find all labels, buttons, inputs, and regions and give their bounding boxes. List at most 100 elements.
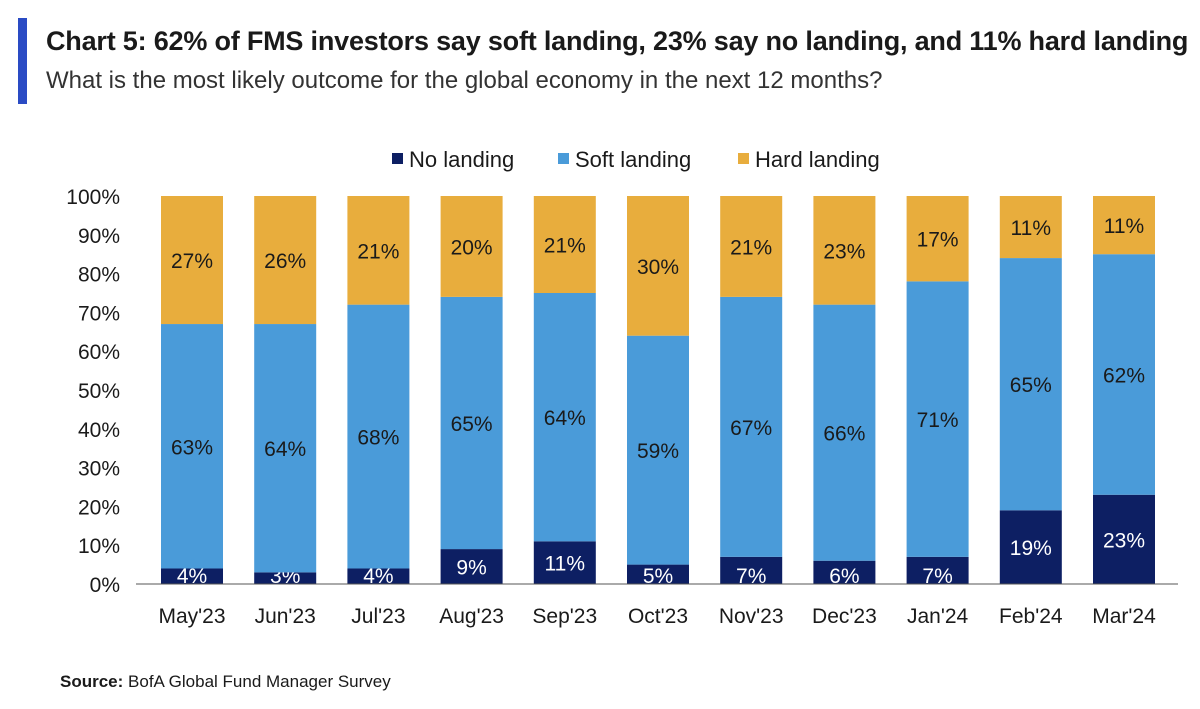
x-tick-label: Dec'23	[812, 605, 877, 628]
data-label: 9%	[456, 557, 486, 580]
bar-segment-hard-landing	[627, 196, 689, 336]
legend-swatch	[558, 153, 569, 164]
data-label: 11%	[1104, 215, 1144, 238]
y-tick-label: 30%	[78, 458, 120, 481]
bar-segment-hard-landing	[161, 196, 223, 325]
data-label: 21%	[730, 236, 772, 259]
data-label: 11%	[545, 553, 585, 576]
y-axis: 0% 10% 20% 30% 40% 50% 60% 70% 80% 90% 100%	[66, 186, 120, 597]
legend-label: No landing	[409, 147, 514, 172]
accent-bar	[18, 18, 27, 104]
y-tick-label: 100%	[66, 186, 120, 209]
y-tick-label: 50%	[78, 380, 120, 403]
bar-segment-hard-landing	[813, 196, 876, 305]
y-tick-label: 90%	[78, 225, 120, 248]
x-tick-label: Jan'24	[907, 605, 969, 628]
y-tick-label: 10%	[78, 535, 120, 558]
y-tick-label: 20%	[78, 496, 120, 519]
bar-segment-hard-landing	[906, 196, 969, 282]
data-label: 62%	[1103, 364, 1145, 387]
data-label: 26%	[264, 250, 306, 273]
source-label: Source:	[60, 672, 124, 691]
data-label: 65%	[451, 413, 493, 436]
data-label: 4%	[363, 565, 393, 588]
bars-group: 4%63%27%3%64%26%4%68%21%9%65%20%11%64%21…	[161, 196, 1155, 588]
bar-segment-hard-landing	[347, 196, 410, 305]
data-label: 30%	[637, 256, 679, 279]
data-label: 64%	[544, 407, 586, 430]
stacked-bar-chart: No landing Soft landing Hard landing 0% 10%…	[66, 147, 1178, 628]
bar-segment-soft-landing	[906, 281, 969, 557]
data-label: 19%	[1010, 537, 1052, 560]
bar-segment-no-landing	[1093, 494, 1155, 584]
x-tick-label: Oct'23	[628, 605, 688, 628]
bar-segment-hard-landing	[533, 196, 596, 293]
bar-segment-hard-landing	[999, 196, 1062, 259]
x-tick-label: Jun'23	[255, 605, 316, 628]
x-tick-label: Aug'23	[439, 605, 504, 628]
y-tick-label: 80%	[78, 264, 120, 287]
data-label: 71%	[917, 409, 959, 432]
x-tick-label: May'23	[158, 605, 225, 628]
bar-segment-no-landing	[161, 568, 223, 584]
x-tick-label: Jul'23	[351, 605, 405, 628]
data-label: 20%	[451, 236, 493, 259]
bar-segment-no-landing	[254, 572, 317, 584]
bar-segment-hard-landing	[1093, 196, 1155, 255]
bar-segment-no-landing	[627, 564, 689, 584]
y-tick-label: 0%	[90, 574, 120, 597]
bar-segment-hard-landing	[254, 196, 317, 325]
x-tick-label: Mar'24	[1092, 605, 1156, 628]
bar-segment-soft-landing	[161, 324, 223, 569]
source-text: BofA Global Fund Manager Survey	[128, 672, 391, 691]
chart-title: Chart 5: 62% of FMS investors say soft l…	[46, 26, 1189, 56]
data-label: 68%	[357, 427, 399, 450]
legend-swatch	[392, 153, 403, 164]
bar-segment-hard-landing	[440, 196, 503, 297]
y-tick-label: 70%	[78, 302, 120, 325]
x-tick-label: Feb'24	[999, 605, 1063, 628]
bar-segment-soft-landing	[999, 258, 1062, 511]
chart-subtitle: What is the most likely outcome for the …	[46, 67, 883, 94]
bar-segment-no-landing	[813, 560, 876, 584]
legend-label: Soft landing	[575, 147, 691, 172]
bar-segment-soft-landing	[440, 296, 503, 550]
data-label: 7%	[736, 565, 766, 588]
bar-segment-no-landing	[533, 541, 596, 584]
legend-label: Hard landing	[755, 147, 880, 172]
bar-segment-soft-landing	[627, 335, 689, 565]
data-label: 59%	[637, 440, 679, 463]
data-label: 23%	[823, 240, 865, 263]
data-label: 23%	[1103, 529, 1145, 552]
source-note: Source: BofA Global Fund Manager Survey	[60, 672, 391, 692]
data-label: 66%	[823, 423, 865, 446]
bar-segment-soft-landing	[347, 304, 410, 569]
data-label: 21%	[357, 240, 399, 263]
data-label: 7%	[922, 565, 952, 588]
x-axis: May'23 Jun'23 Jul'23 Aug'23 Sep'23 Oct'23 Nov'…	[136, 583, 1178, 628]
y-tick-label: 40%	[78, 419, 120, 442]
bar-segment-soft-landing	[254, 324, 317, 573]
bar-segment-no-landing	[720, 556, 783, 584]
bar-segment-no-landing	[999, 510, 1062, 584]
bar-segment-no-landing	[906, 556, 969, 584]
data-label: 67%	[730, 417, 772, 440]
legend-swatch	[738, 153, 749, 164]
x-tick-label: Sep'23	[532, 605, 597, 628]
data-label: 6%	[829, 565, 859, 588]
bar-segment-soft-landing	[533, 293, 596, 542]
data-label: 27%	[171, 250, 213, 273]
data-label: 11%	[1011, 217, 1051, 240]
data-label: 21%	[544, 235, 586, 258]
data-label: 4%	[177, 565, 207, 588]
data-label: 65%	[1010, 374, 1052, 397]
bar-segment-soft-landing	[720, 296, 783, 557]
bar-segment-no-landing	[440, 549, 503, 584]
bar-segment-hard-landing	[720, 196, 783, 297]
x-tick-label: Nov'23	[719, 605, 784, 628]
bar-segment-soft-landing	[1093, 254, 1155, 495]
bar-segment-soft-landing	[813, 304, 876, 561]
data-label: 17%	[917, 229, 959, 252]
y-tick-label: 60%	[78, 341, 120, 364]
bar-segment-no-landing	[347, 568, 410, 584]
